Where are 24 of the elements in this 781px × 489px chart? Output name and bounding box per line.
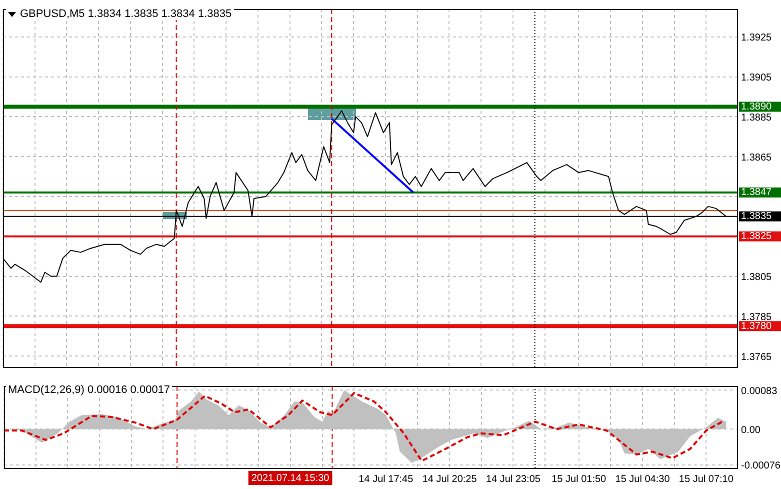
- y-tick-label: 0.00083: [741, 386, 778, 397]
- ref-line-label: 1.3847: [741, 187, 772, 198]
- x-tick-label: 14 Jul 23:05: [486, 474, 541, 485]
- ref-line-label: 2021.07.14 15:30: [251, 472, 330, 484]
- y-tick-label: 1.3765: [741, 352, 772, 363]
- y-tick-label: 1.3905: [741, 72, 772, 84]
- x-tick-label: 14 Jul 17:45: [358, 474, 414, 485]
- x-tick-label: 15 Jul 07:10: [678, 474, 734, 485]
- x-tick-label: 15 Jul 04:30: [615, 474, 670, 485]
- x-tick-label: 14 Jul 20:25: [422, 474, 478, 485]
- ref-line-label: 1.3835: [741, 211, 772, 222]
- chart-title: GBPUSD,M5 1.3834 1.3835 1.3834 1.3835: [20, 8, 232, 20]
- x-tick-label: 15 Jul 01:50: [552, 474, 607, 485]
- ref-line-label: 1.3890: [741, 101, 772, 112]
- y-tick-label: -0.00076: [741, 460, 781, 472]
- y-tick-label: 0.00: [741, 424, 761, 436]
- y-tick-label: 1.3805: [741, 272, 772, 284]
- ref-line-label: 1.3825: [741, 231, 772, 242]
- y-tick-label: 1.3925: [741, 32, 772, 44]
- y-tick-label: 1.3885: [741, 112, 772, 124]
- y-tick-label: 1.3785: [741, 312, 772, 323]
- y-tick-label: 1.3865: [741, 152, 772, 164]
- chart-title: MACD(12,26,9) 0.00016 0.00017: [8, 384, 170, 396]
- ref-line-label: 1.3780: [741, 320, 772, 332]
